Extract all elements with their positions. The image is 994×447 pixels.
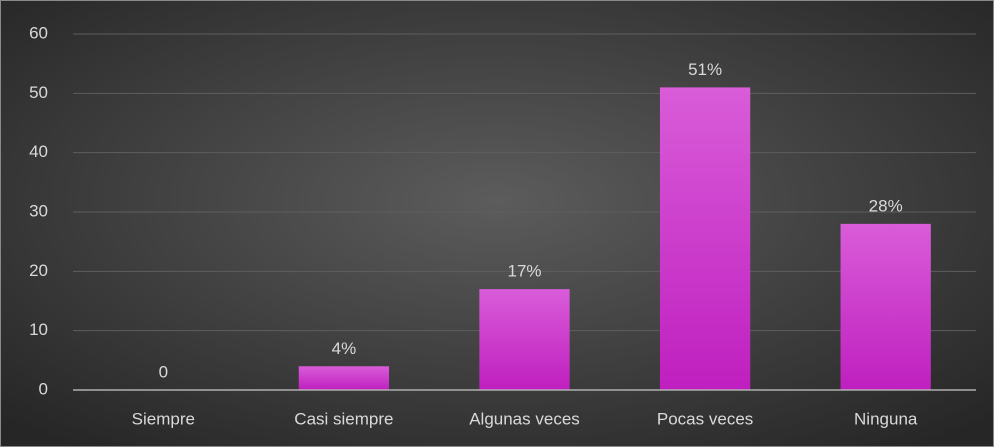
data-label: 4% bbox=[332, 339, 357, 358]
y-tick-label: 20 bbox=[29, 261, 48, 280]
y-tick-label: 0 bbox=[39, 379, 48, 398]
x-tick-label: Algunas veces bbox=[469, 409, 580, 428]
data-label: 0 bbox=[159, 362, 168, 381]
y-tick-label: 40 bbox=[29, 142, 48, 161]
x-tick-label: Siempre bbox=[132, 409, 195, 428]
y-tick-label: 10 bbox=[29, 320, 48, 339]
y-tick-label: 30 bbox=[29, 201, 48, 220]
bar bbox=[840, 223, 931, 390]
data-label: 17% bbox=[507, 262, 541, 281]
data-label: 28% bbox=[869, 196, 903, 215]
bar bbox=[659, 87, 751, 391]
data-label: 51% bbox=[688, 60, 722, 79]
bar bbox=[479, 289, 570, 390]
x-tick-label: Casi siempre bbox=[294, 409, 393, 428]
bar bbox=[298, 366, 390, 390]
y-tick-label: 60 bbox=[29, 23, 48, 42]
y-tick-label: 50 bbox=[29, 83, 48, 102]
x-tick-label: Pocas veces bbox=[657, 409, 753, 428]
x-tick-label: Ninguna bbox=[854, 409, 918, 428]
